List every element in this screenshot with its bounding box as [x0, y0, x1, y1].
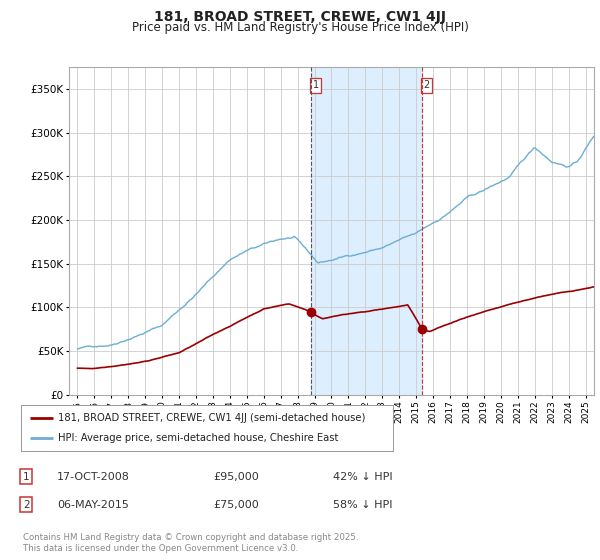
Text: 17-OCT-2008: 17-OCT-2008	[57, 472, 130, 482]
Text: 1: 1	[23, 472, 29, 482]
Text: £95,000: £95,000	[213, 472, 259, 482]
Text: Contains HM Land Registry data © Crown copyright and database right 2025.
This d: Contains HM Land Registry data © Crown c…	[23, 533, 358, 553]
Text: 1: 1	[313, 80, 319, 90]
Text: Price paid vs. HM Land Registry's House Price Index (HPI): Price paid vs. HM Land Registry's House …	[131, 21, 469, 34]
Text: 58% ↓ HPI: 58% ↓ HPI	[333, 500, 392, 510]
Text: HPI: Average price, semi-detached house, Cheshire East: HPI: Average price, semi-detached house,…	[58, 433, 338, 443]
Text: 42% ↓ HPI: 42% ↓ HPI	[333, 472, 392, 482]
Text: 2: 2	[424, 80, 430, 90]
Text: 181, BROAD STREET, CREWE, CW1 4JJ: 181, BROAD STREET, CREWE, CW1 4JJ	[154, 10, 446, 24]
Text: £75,000: £75,000	[213, 500, 259, 510]
Bar	[311, 67, 422, 395]
Text: 181, BROAD STREET, CREWE, CW1 4JJ (semi-detached house): 181, BROAD STREET, CREWE, CW1 4JJ (semi-…	[58, 413, 365, 423]
Text: 2: 2	[23, 500, 29, 510]
Text: 06-MAY-2015: 06-MAY-2015	[57, 500, 129, 510]
